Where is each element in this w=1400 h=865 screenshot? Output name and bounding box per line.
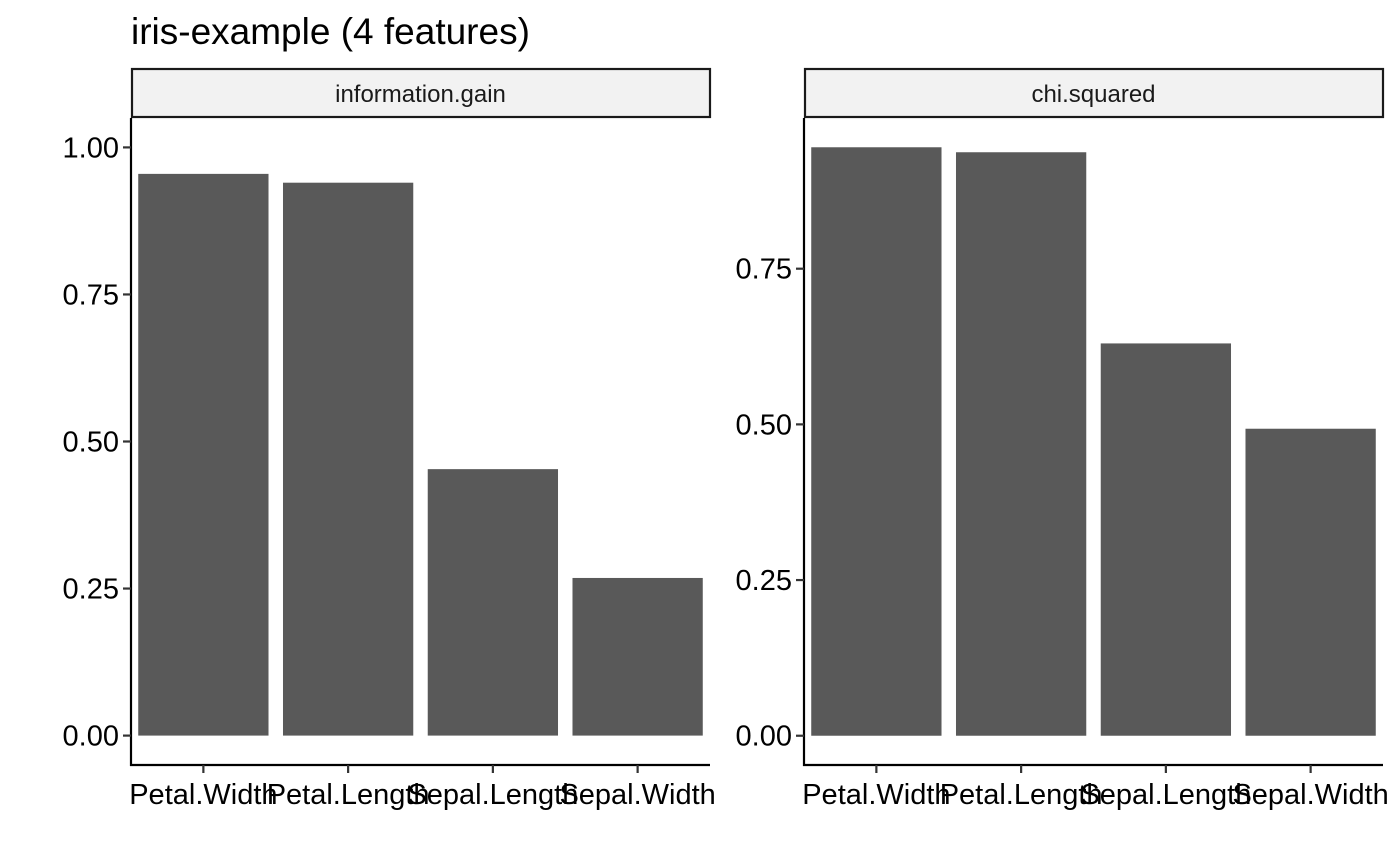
y-tick-label: 0.75 bbox=[736, 254, 792, 286]
facets: information.gain 0.00 0.25 0.50 0.75 1.00 Peta… bbox=[63, 67, 1389, 811]
y-tick-label: 0.50 bbox=[736, 409, 792, 441]
x-tick-label: Petal.Length bbox=[267, 779, 430, 811]
x-tick-label: Petal.Width bbox=[802, 779, 950, 811]
facet-panel-chi-squared: chi.squared 0.00 0.25 0.50 0.75 Petal.WidthPe… bbox=[736, 67, 1389, 811]
x-tick-label: Petal.Length bbox=[940, 779, 1103, 811]
bar-petal-length bbox=[955, 152, 1087, 736]
y-tick-label: 0.00 bbox=[736, 721, 792, 753]
y-tick-label: 0.50 bbox=[63, 427, 119, 459]
bar-sepal-width bbox=[1245, 428, 1376, 736]
x-tick-label: Sepal.Width bbox=[1232, 779, 1388, 811]
y-tick-label: 1.00 bbox=[63, 132, 119, 164]
y-tick-label: 0.25 bbox=[63, 574, 119, 606]
facet-panel-information-gain: information.gain 0.00 0.25 0.50 0.75 1.00 Peta… bbox=[63, 67, 716, 811]
facet-strip bbox=[803, 67, 1385, 119]
y-tick-label: 0.75 bbox=[63, 279, 119, 311]
bar-petal-width bbox=[138, 173, 269, 736]
bar-sepal-length bbox=[427, 469, 559, 736]
x-tick-label: Sepal.Width bbox=[559, 779, 715, 811]
y-tick-label: 0.25 bbox=[736, 565, 792, 597]
facet-strip-label: chi.squared bbox=[1031, 81, 1155, 108]
facet-strip-label: information.gain bbox=[335, 81, 506, 108]
bar-petal-width bbox=[811, 147, 942, 736]
x-tick-label: Sepal.Length bbox=[407, 779, 578, 811]
x-tick-label: Sepal.Length bbox=[1080, 779, 1251, 811]
bar-sepal-length bbox=[1100, 343, 1232, 736]
chart-title: iris-example (4 features) bbox=[131, 11, 530, 52]
y-tick-label: 0.00 bbox=[63, 721, 119, 753]
x-tick-label: Petal.Width bbox=[129, 779, 277, 811]
bar-sepal-width bbox=[572, 577, 703, 736]
facet-strip bbox=[130, 67, 712, 119]
bar-petal-length bbox=[282, 182, 414, 736]
